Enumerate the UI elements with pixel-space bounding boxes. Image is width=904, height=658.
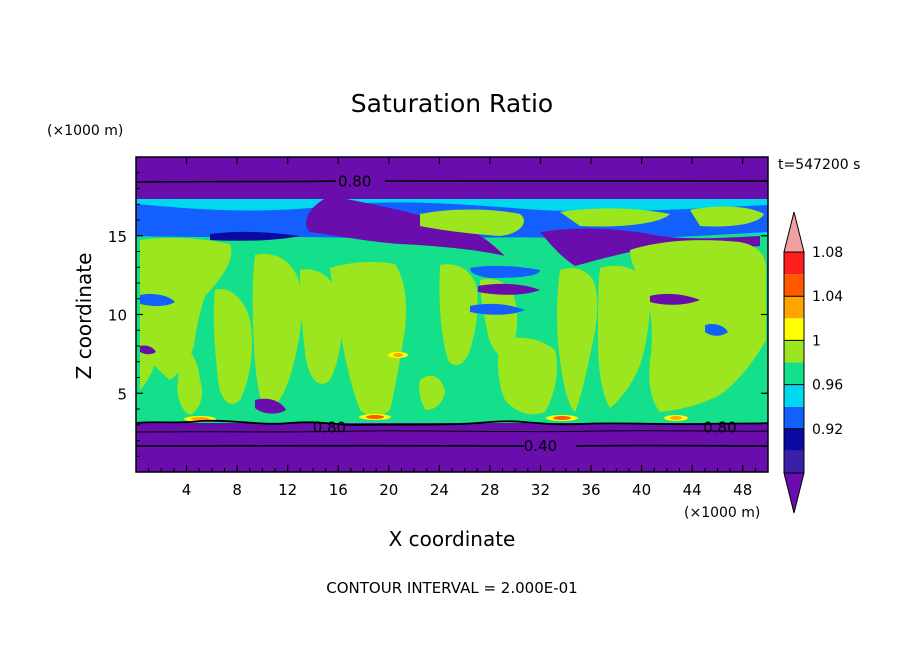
- x-tick-label: 12: [278, 481, 297, 499]
- mid-level-dry-patches: [140, 265, 728, 414]
- colorbar-bin: [784, 428, 804, 451]
- x-tick-label: 24: [430, 481, 449, 499]
- colorbar-bin: [784, 296, 804, 319]
- colorbar-label: 1: [812, 333, 821, 349]
- colorbar-bin: [784, 274, 804, 297]
- colorbar-label: 0.96: [812, 378, 843, 394]
- warm-spots: [184, 352, 688, 422]
- x-axis: 4 8 12 16 20 24 28 32 36 40 44 48: [148, 157, 756, 499]
- contour-label: 0.80: [703, 418, 736, 436]
- contour-label: 0.80: [313, 418, 346, 436]
- x-tick-label: 48: [733, 481, 752, 499]
- y-tick-label: 10: [108, 307, 127, 325]
- contour-labels: 0.80 0.80 0.80 0.40: [313, 173, 737, 456]
- x-tick-label: 20: [379, 481, 398, 499]
- upper-dark-streak: [210, 231, 300, 241]
- upper-green-cloud-2: [560, 208, 670, 227]
- x-units-label: (×1000 m): [684, 505, 760, 521]
- y-axis-label: Z coordinate: [72, 253, 96, 380]
- field-upper-dry: [136, 157, 768, 199]
- y-tick-label: 15: [108, 228, 127, 246]
- contour-label: 0.40: [524, 437, 557, 455]
- y-axis: 5 10 15: [108, 172, 768, 457]
- colorbar-bin: [784, 252, 804, 275]
- colorbar-low-extension: [783, 472, 805, 514]
- x-tick-label: 16: [329, 481, 348, 499]
- x-tick-label: 36: [581, 481, 600, 499]
- x-tick-label: 40: [632, 481, 651, 499]
- colorbar-label: 1.08: [812, 245, 843, 261]
- x-tick-label: 32: [531, 481, 550, 499]
- colorbar-bin: [784, 362, 804, 385]
- contour-interval-footer: CONTOUR INTERVAL = 2.000E-01: [326, 579, 577, 597]
- green-cloud-towers: [140, 237, 766, 416]
- colorbar-label: 1.04: [812, 289, 843, 305]
- time-label: t=547200 s: [778, 157, 860, 173]
- upper-purple-tongue: [306, 196, 505, 256]
- contour-label: 0.80: [338, 173, 371, 191]
- colorbar: 0.92 0.96 1 1.04 1.08: [783, 211, 843, 514]
- x-tick-label: 28: [480, 481, 499, 499]
- colorbar-bin: [784, 318, 804, 341]
- y-tick-label: 5: [117, 385, 127, 403]
- x-tick-label: 4: [182, 481, 192, 499]
- colorbar-bin: [784, 450, 804, 473]
- contour-lines: [136, 179, 768, 447]
- x-axis-label: X coordinate: [389, 527, 516, 551]
- colorbar-bin: [784, 340, 804, 363]
- colorbar-label: 0.92: [812, 422, 843, 438]
- upper-green-cloud-3: [690, 206, 764, 227]
- chart-title: Saturation Ratio: [351, 89, 553, 118]
- x-tick-label: 44: [683, 481, 702, 499]
- colorbar-high-extension: [783, 211, 805, 253]
- y-units-label: (×1000 m): [47, 123, 123, 139]
- plot-area: 0.80 0.80 0.80 0.40: [136, 157, 768, 472]
- x-tick-label: 8: [232, 481, 242, 499]
- colorbar-bin: [784, 406, 804, 429]
- upper-green-cloud-1: [420, 209, 524, 236]
- colorbar-bin: [784, 384, 804, 407]
